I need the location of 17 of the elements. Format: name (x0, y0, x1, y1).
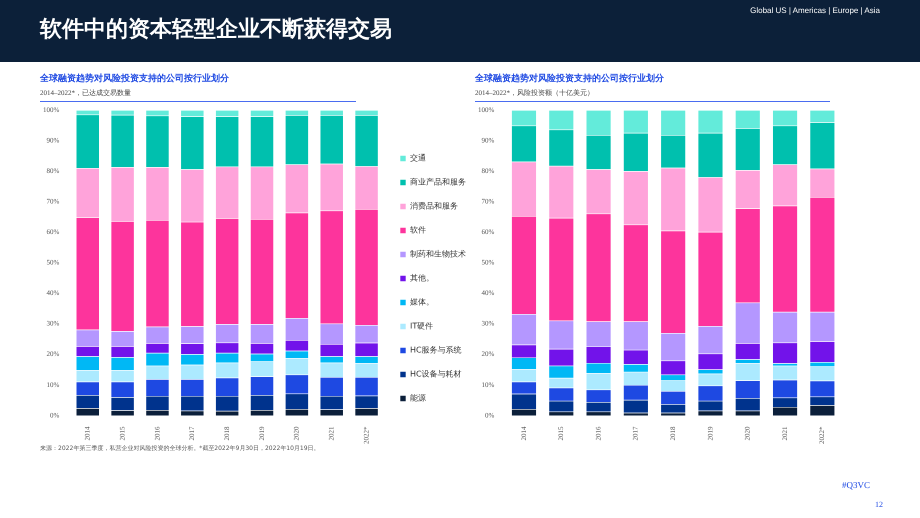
text: #Q3VC (842, 480, 870, 490)
text: 软件中的资本轻型企业不断获得交易 (40, 16, 392, 44)
chart-title: 全球融资趋势对风险投资支持的公司按行业划分 (40, 74, 229, 84)
legend-label: 能源 (410, 394, 426, 403)
legend-label: 商业产品和服务 (410, 178, 466, 187)
legend-label: 制药和生物技术 (410, 250, 466, 259)
text: 12 (875, 500, 883, 509)
legend-label: HC设备与耗材 (410, 370, 462, 379)
legend-label: 消费品和服务 (410, 202, 458, 211)
legend-label: 媒体。 (410, 298, 434, 307)
legend-label: IT硬件 (410, 322, 434, 331)
legend-label: 交通 (410, 154, 426, 163)
text: Global US | Americas | Europe | Asia (750, 6, 880, 15)
legend-label: 软件 (410, 226, 426, 235)
legend-label: HC服务与系统 (410, 346, 462, 355)
legend-label: 其他。 (410, 274, 434, 283)
chart-title: 全球融资趋势对风险投资支持的公司按行业划分 (475, 72, 665, 85)
